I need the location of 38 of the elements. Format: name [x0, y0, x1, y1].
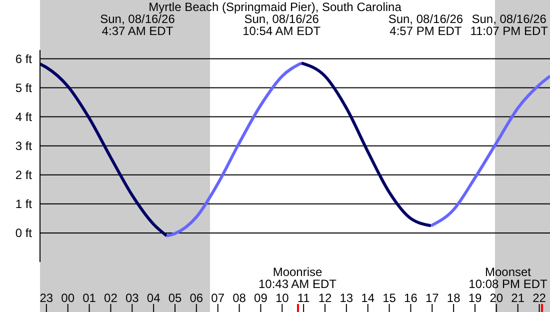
x-tick-label: 00 [61, 291, 75, 305]
x-tick-label: 16 [404, 291, 418, 305]
ref-line-label: Moonrise 10:43 AM EDT [258, 265, 337, 291]
x-tick-label: 14 [361, 291, 375, 305]
x-tick-label: 05 [168, 291, 182, 305]
chart-title: Myrtle Beach (Springmaid Pier), South Carolina [148, 0, 402, 14]
text: Sun, 08/16/26 10:54 AM EDT [242, 12, 321, 38]
x-tick-label: 01 [82, 291, 96, 305]
x-tick-label: 04 [146, 291, 161, 305]
x-tick-label: 06 [190, 291, 204, 305]
x-tick-label: 02 [104, 291, 118, 305]
y-tick-label: 4 ft [15, 110, 33, 124]
x-tick-label: 09 [254, 291, 268, 305]
x-tick-label: 23 [40, 291, 54, 305]
x-tick-label: 12 [318, 291, 332, 305]
y-tick-label: 6 ft [15, 52, 33, 66]
text: Sun, 08/16/26 4:57 PM EDT [388, 12, 464, 38]
x-tick-label: 21 [511, 291, 525, 305]
x-tick-label: 15 [382, 291, 396, 305]
x-tick-label: 22 [532, 291, 546, 305]
y-tick-label: 5 ft [15, 81, 33, 96]
x-tick-label: 11 [297, 291, 310, 305]
x-tick-label: 10 [275, 291, 290, 305]
y-tick-label: 3 ft [15, 139, 33, 154]
x-tick-label: 03 [125, 291, 140, 305]
x-tick-label: 20 [490, 291, 504, 305]
y-tick-label: 1 ft [15, 197, 33, 212]
x-tick-label: 17 [425, 291, 440, 305]
x-tick-label: 13 [340, 291, 354, 305]
y-tick-label: 0 ft [15, 226, 33, 240]
text: Sun, 08/16/26 4:37 AM EDT [100, 12, 175, 38]
x-tick-label: 08 [232, 291, 246, 305]
x-tick-label: 19 [468, 291, 482, 305]
text: Sun, 08/16/26 11:07 PM EDT [470, 12, 548, 38]
x-tick-label: 18 [446, 291, 461, 305]
x-tick-label: 07 [211, 291, 225, 305]
y-tick-label: 2 ft [15, 168, 33, 182]
ref-line-label: Moonset 10:08 PM EDT [468, 265, 548, 291]
